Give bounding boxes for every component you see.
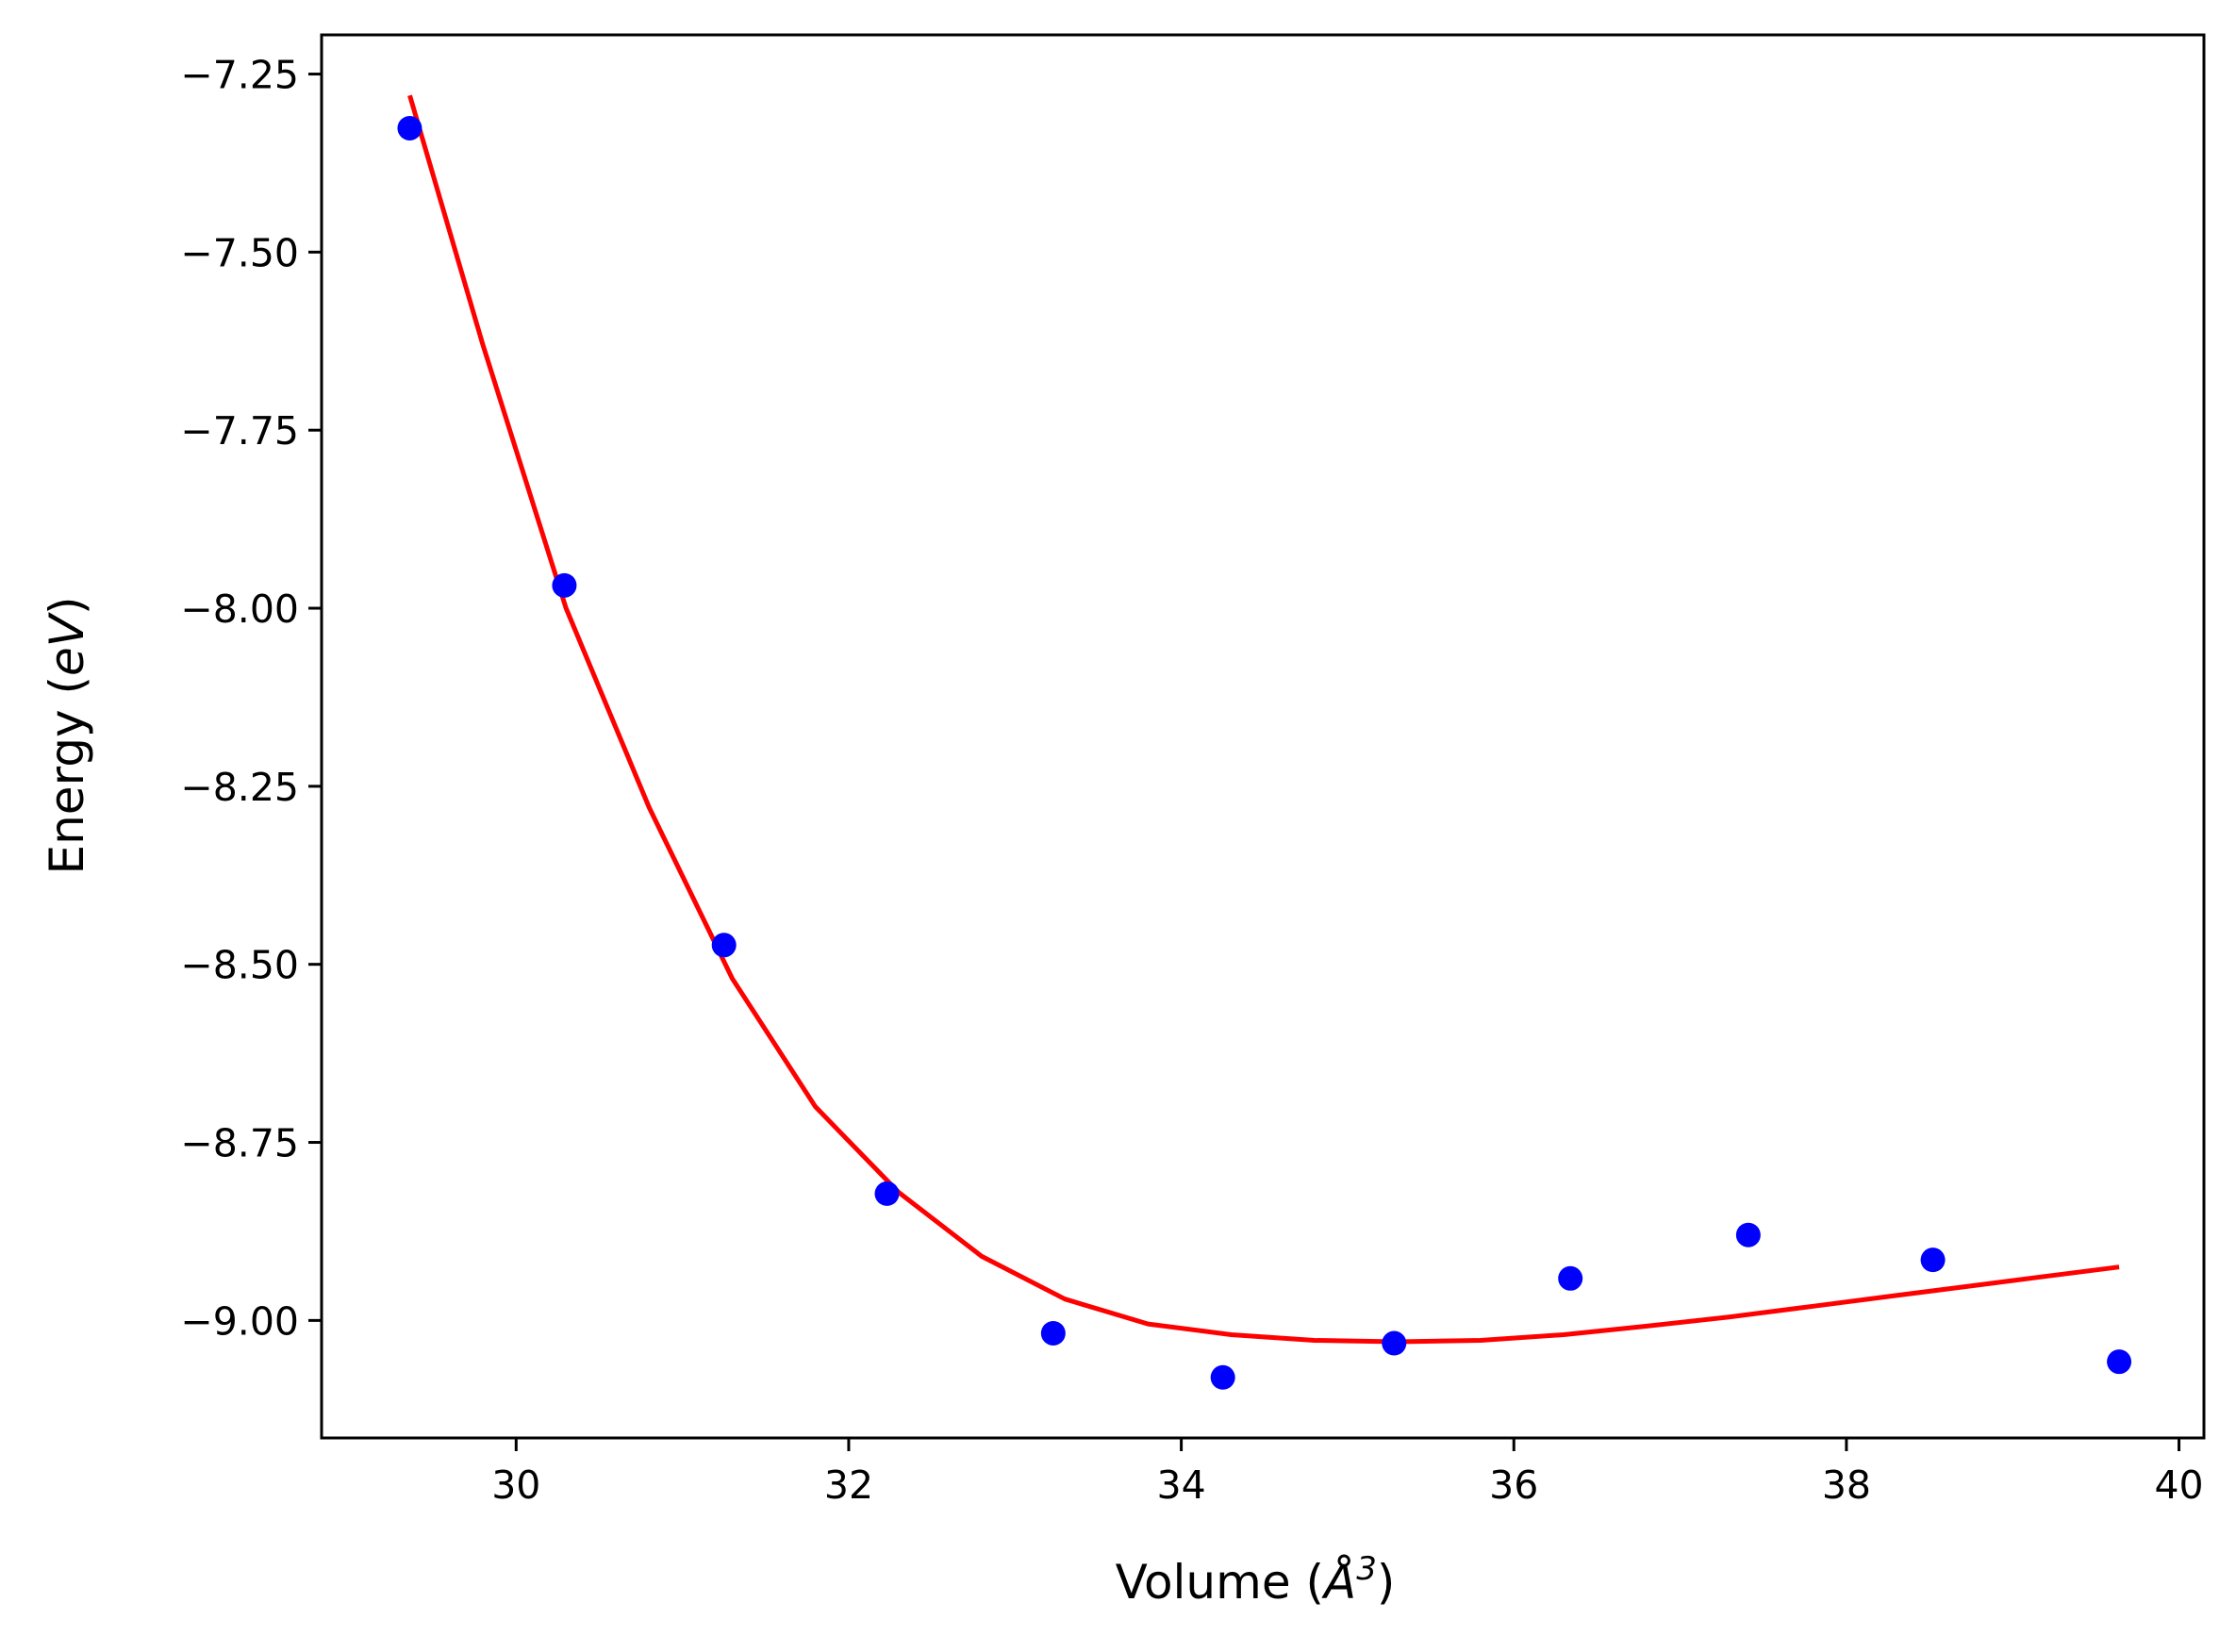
y-tick-label: −8.00 xyxy=(180,586,299,632)
data-point xyxy=(1920,1247,1946,1273)
data-point xyxy=(874,1181,900,1206)
data-point xyxy=(1735,1222,1761,1247)
axes-frame xyxy=(320,33,2206,1440)
x-tick-label: 34 xyxy=(1157,1462,1206,1508)
x-tick-label: 32 xyxy=(824,1462,873,1508)
data-point xyxy=(711,933,737,958)
data-point xyxy=(552,572,577,598)
y-axis-label: Energy (eV) xyxy=(40,597,94,875)
y-tick-label: −8.75 xyxy=(180,1121,299,1166)
y-axis: −7.25 −7.50 −7.75 −8.00 −8.25 −8.50 −8.75 −9.00 xyxy=(180,53,322,1344)
x-axis: 30 32 34 36 38 40 xyxy=(491,1438,2204,1508)
x-axis-label: Volume (Å3) xyxy=(1116,1550,1396,1610)
y-tick-label: −8.50 xyxy=(180,943,299,988)
y-tick-label: −9.00 xyxy=(180,1298,299,1344)
data-point xyxy=(2107,1349,2132,1375)
y-tick-label: −7.75 xyxy=(180,408,299,454)
data-point xyxy=(1558,1265,1583,1291)
series-layer xyxy=(397,94,2132,1390)
data-point xyxy=(397,115,422,140)
x-tick-label: 30 xyxy=(491,1462,540,1508)
x-tick-label: 38 xyxy=(1822,1462,1871,1508)
y-tick-label: −7.50 xyxy=(180,230,299,275)
fit-curve-line xyxy=(407,94,2120,1345)
y-tick-label: −7.25 xyxy=(180,53,299,98)
data-point xyxy=(1210,1364,1235,1390)
data-point xyxy=(1382,1330,1407,1356)
y-tick-label: −8.25 xyxy=(180,765,299,810)
x-tick-label: 36 xyxy=(1489,1462,1538,1508)
data-point xyxy=(1040,1320,1066,1346)
x-tick-label: 40 xyxy=(2154,1462,2203,1508)
